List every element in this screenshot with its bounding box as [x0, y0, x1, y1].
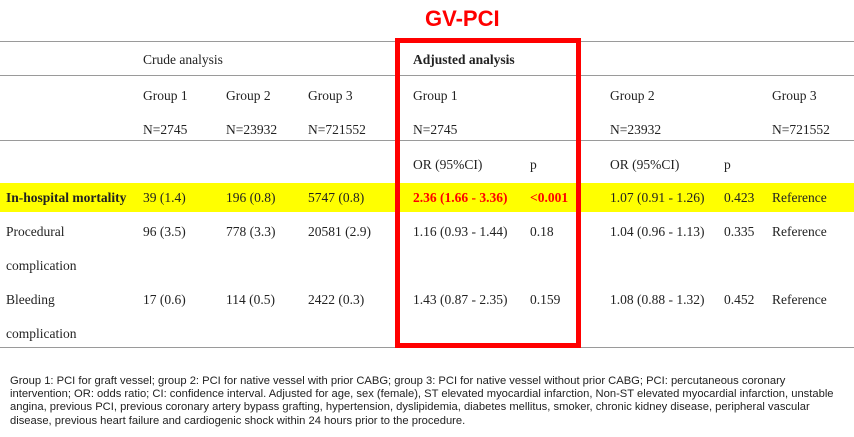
- table-footnote: Group 1: PCI for graft vessel; group 2: …: [10, 375, 834, 427]
- crude-analysis-header: Crude analysis: [143, 52, 223, 67]
- crude-group-3-label: Group 3: [308, 88, 353, 103]
- row-label-mortality: In-hospital mortality: [6, 190, 127, 205]
- bleeding-crude-g1: 17 (0.6): [143, 292, 186, 307]
- row-label-bleeding-line2: complication: [6, 326, 77, 341]
- bleeding-crude-g3: 2422 (0.3): [308, 292, 365, 307]
- adjusted-group-3-label: Group 3: [772, 88, 817, 103]
- g2-p-header: p: [724, 157, 731, 172]
- gv-pci-title: GV-PCI: [425, 6, 500, 31]
- crude-group-2-label: Group 2: [226, 88, 271, 103]
- mortality-g1-p: <0.001: [530, 190, 569, 205]
- row-label-procedural-line2: complication: [6, 258, 77, 273]
- procedural-g1-or: 1.16 (0.93 - 1.44): [413, 224, 508, 239]
- procedural-crude-g2: 778 (3.3): [226, 224, 276, 239]
- adjusted-group-1-label: Group 1: [413, 88, 458, 103]
- adjusted-group-1-n: N=2745: [413, 122, 458, 137]
- highlight-row-mortality: [0, 183, 854, 212]
- adjusted-group-3-n: N=721552: [772, 122, 830, 137]
- gv-pci-highlight-box: [395, 38, 581, 348]
- procedural-g2-p: 0.335: [724, 224, 755, 239]
- row-label-procedural: Procedural: [6, 224, 65, 239]
- g1-p-header: p: [530, 157, 537, 172]
- adjusted-analysis-header: Adjusted analysis: [413, 52, 515, 67]
- mortality-g2-p: 0.423: [724, 190, 755, 205]
- procedural-g3: Reference: [772, 224, 827, 239]
- row-label-bleeding: Bleeding: [6, 292, 55, 307]
- mortality-crude-g2: 196 (0.8): [226, 190, 276, 205]
- bleeding-g2-p: 0.452: [724, 292, 755, 307]
- procedural-g2-or: 1.04 (0.96 - 1.13): [610, 224, 705, 239]
- adjusted-group-2-label: Group 2: [610, 88, 655, 103]
- mortality-g3: Reference: [772, 190, 827, 205]
- mortality-crude-g3: 5747 (0.8): [308, 190, 365, 205]
- crude-group-2-n: N=23932: [226, 122, 278, 137]
- mortality-crude-g1: 39 (1.4): [143, 190, 186, 205]
- procedural-crude-g1: 96 (3.5): [143, 224, 186, 239]
- g1-or-header: OR (95%CI): [413, 157, 483, 172]
- bleeding-g1-or: 1.43 (0.87 - 2.35): [413, 292, 508, 307]
- mortality-g1-or: 2.36 (1.66 - 3.36): [413, 190, 508, 205]
- bleeding-g2-or: 1.08 (0.88 - 1.32): [610, 292, 705, 307]
- crude-group-1-label: Group 1: [143, 88, 188, 103]
- crude-group-3-n: N=721552: [308, 122, 366, 137]
- group-rule: [0, 140, 854, 141]
- header-rule: [0, 75, 854, 76]
- bleeding-g1-p: 0.159: [530, 292, 561, 307]
- g2-or-header: OR (95%CI): [610, 157, 680, 172]
- procedural-g1-p: 0.18: [530, 224, 554, 239]
- adjusted-group-2-n: N=23932: [610, 122, 662, 137]
- bleeding-g3: Reference: [772, 292, 827, 307]
- mortality-g2-or: 1.07 (0.91 - 1.26): [610, 190, 705, 205]
- procedural-crude-g3: 20581 (2.9): [308, 224, 371, 239]
- crude-group-1-n: N=2745: [143, 122, 188, 137]
- bleeding-crude-g2: 114 (0.5): [226, 292, 275, 307]
